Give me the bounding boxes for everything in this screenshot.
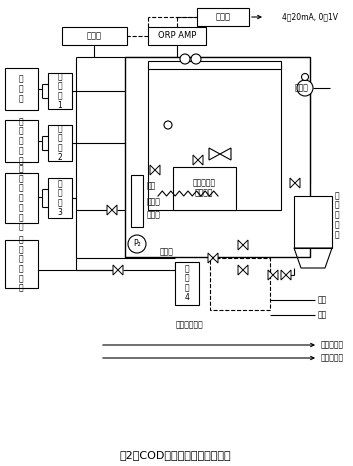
Text: 4～20mA, 0～1V: 4～20mA, 0～1V: [282, 13, 338, 21]
Polygon shape: [281, 270, 286, 280]
Text: タ
ン
ク
硫
酸: タ ン ク 硫 酸: [19, 117, 23, 165]
Polygon shape: [268, 270, 273, 280]
Circle shape: [128, 235, 146, 253]
Text: 計
量
器
1: 計 量 器 1: [58, 72, 62, 110]
Bar: [148, 27, 206, 45]
Text: 試料水圧送器: 試料水圧送器: [176, 321, 204, 329]
Bar: [62, 27, 127, 45]
Polygon shape: [208, 253, 213, 263]
Bar: [5, 240, 38, 288]
Text: 自動: 自動: [147, 181, 156, 191]
Polygon shape: [155, 165, 160, 175]
Bar: [48, 178, 72, 218]
Polygon shape: [107, 205, 112, 215]
Bar: [5, 120, 38, 162]
Circle shape: [180, 54, 190, 64]
Text: 計
量
器
4: 計 量 器 4: [185, 264, 190, 302]
Polygon shape: [243, 240, 248, 250]
Text: 制御部: 制御部: [86, 32, 102, 41]
Text: タ
ン
ク
し
ゅ
う
酸: タ ン ク し ゅ う 酸: [19, 164, 23, 232]
Text: 排
液
タ
ン
ク: 排 液 タ ン ク: [335, 191, 340, 239]
Bar: [5, 68, 38, 110]
Text: 祀
酸
銀: 祀 酸 銀: [19, 75, 23, 103]
Text: タ
ン
ク
洗
浄
水: タ ン ク 洗 浄 水: [19, 235, 23, 293]
Circle shape: [164, 121, 172, 129]
Polygon shape: [113, 265, 118, 275]
Text: 洗浄水入口: 洗浄水入口: [321, 354, 344, 363]
Bar: [125, 57, 310, 257]
Circle shape: [301, 74, 309, 81]
Text: 過マンガン
酸タンク: 過マンガン 酸タンク: [192, 178, 216, 197]
Polygon shape: [213, 253, 218, 263]
Bar: [173, 167, 236, 210]
Text: 反応槽: 反応槽: [295, 83, 309, 92]
Text: ビュー: ビュー: [147, 198, 161, 206]
Text: 計
量
器
3: 計 量 器 3: [58, 179, 62, 217]
Circle shape: [297, 80, 313, 96]
Text: ORP AMP: ORP AMP: [158, 32, 196, 41]
Text: P₂: P₂: [133, 240, 141, 248]
Circle shape: [191, 54, 201, 64]
Polygon shape: [286, 270, 291, 280]
Bar: [294, 196, 332, 248]
Polygon shape: [198, 155, 203, 165]
Bar: [48, 73, 72, 109]
Text: 伝送器: 伝送器: [215, 13, 231, 21]
Bar: [5, 173, 38, 223]
Polygon shape: [112, 205, 117, 215]
Polygon shape: [273, 270, 278, 280]
Text: 廃液: 廃液: [318, 295, 327, 304]
Bar: [175, 262, 199, 305]
Text: 囲2　COD自動計測器の系統図例: 囲2 COD自動計測器の系統図例: [119, 450, 231, 460]
Text: 試料水入口: 試料水入口: [321, 341, 344, 350]
Polygon shape: [238, 240, 243, 250]
Bar: [197, 8, 249, 26]
Polygon shape: [238, 265, 243, 275]
Bar: [131, 175, 143, 227]
Text: 計
量
器
2: 計 量 器 2: [58, 124, 62, 162]
Polygon shape: [290, 178, 295, 188]
Text: 排水: 排水: [318, 310, 327, 320]
Bar: [148, 65, 281, 210]
Polygon shape: [118, 265, 123, 275]
Polygon shape: [150, 165, 155, 175]
Bar: [148, 61, 281, 69]
Bar: [48, 125, 72, 161]
Polygon shape: [243, 265, 248, 275]
Text: レット: レット: [147, 211, 161, 219]
Polygon shape: [193, 155, 198, 165]
Text: 恒温槽: 恒温槽: [160, 247, 174, 256]
Bar: [210, 258, 270, 310]
Polygon shape: [295, 178, 300, 188]
